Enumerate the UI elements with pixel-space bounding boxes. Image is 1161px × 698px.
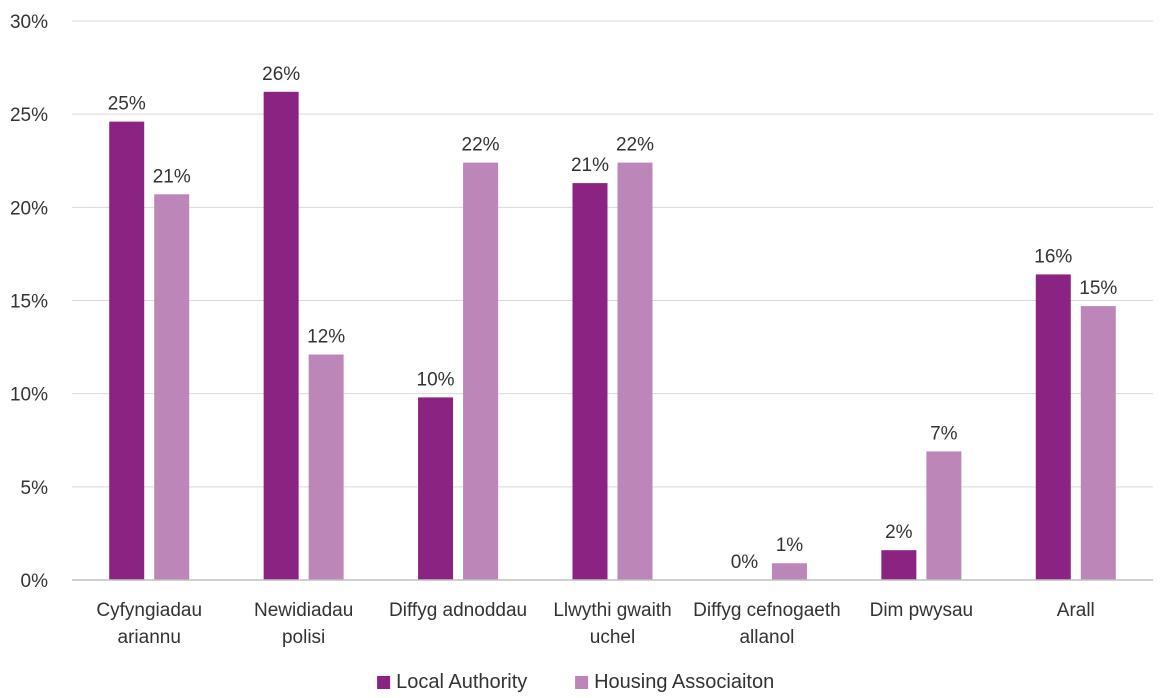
x-category-label: allanol <box>739 627 794 648</box>
data-label: 7% <box>930 423 958 444</box>
data-label: 15% <box>1079 278 1117 299</box>
y-tick-label: 25% <box>10 105 48 126</box>
legend-label: Housing Associaiton <box>594 671 774 693</box>
x-category-label: Dim pwysau <box>870 600 973 621</box>
bar-housing-associaiton <box>463 162 499 580</box>
bar-local-authority <box>572 183 608 581</box>
y-tick-label: 10% <box>10 385 48 406</box>
data-labels: 25% 21% 26% 12% 10% 22% 21% 22% 0% 1% 2% 7% 16% 15% <box>108 64 1118 573</box>
data-label: 2% <box>885 522 913 543</box>
y-tick-label: 0% <box>21 571 49 592</box>
x-category-label: Diffyg adnoddau <box>389 600 527 621</box>
x-category-label: ariannu <box>118 627 181 648</box>
data-label: 22% <box>616 135 654 156</box>
legend-label: Local Authority <box>396 671 527 693</box>
bar-local-authority <box>263 91 299 580</box>
bar-housing-associaiton <box>308 354 344 580</box>
x-category-label: polisi <box>282 627 325 648</box>
data-label: 10% <box>417 369 455 390</box>
bar-housing-associaiton <box>771 563 807 580</box>
x-category-label: Diffyg cefnogaeth <box>693 600 841 621</box>
legend-item: Housing Associaiton <box>575 671 774 693</box>
legend: Local Authority Housing Associaiton <box>377 671 774 693</box>
data-label: 25% <box>108 94 146 115</box>
legend-item: Local Authority <box>377 671 527 693</box>
data-label: 1% <box>776 535 804 556</box>
bar-housing-associaiton <box>154 194 190 581</box>
grid <box>72 20 1153 488</box>
data-label: 26% <box>262 64 300 85</box>
x-category-label: Llwythi gwaith <box>553 600 671 621</box>
bar-housing-associaiton <box>1080 306 1116 580</box>
x-category-label: Cyfyngiadau <box>96 600 202 621</box>
legend-swatch <box>377 676 391 689</box>
y-tick-label: 15% <box>10 292 48 313</box>
data-label: 21% <box>153 166 191 187</box>
data-label: 21% <box>571 155 609 176</box>
x-category-label: uchel <box>590 627 635 648</box>
bar-local-authority <box>418 397 454 580</box>
bar-local-authority <box>881 550 917 580</box>
bar-local-authority <box>1035 274 1071 580</box>
bars <box>109 91 1116 581</box>
data-label: 0% <box>731 552 759 573</box>
data-label: 22% <box>462 135 500 156</box>
x-category-label: Arall <box>1057 600 1095 621</box>
x-category-label: Newidiadau <box>254 600 353 621</box>
legend-swatch <box>575 676 589 689</box>
axes: 0% 5% 10% 15% 20% 25% 30% Cyfyngiadau ariannu New… <box>10 12 1153 648</box>
y-tick-label: 5% <box>21 478 49 499</box>
data-label: 12% <box>307 327 345 348</box>
bar-local-authority <box>109 121 145 581</box>
y-tick-label: 30% <box>10 12 48 33</box>
bar-housing-associaiton <box>926 451 962 580</box>
data-label: 16% <box>1034 246 1072 267</box>
bar-housing-associaiton <box>617 162 653 580</box>
y-tick-label: 20% <box>10 198 48 219</box>
